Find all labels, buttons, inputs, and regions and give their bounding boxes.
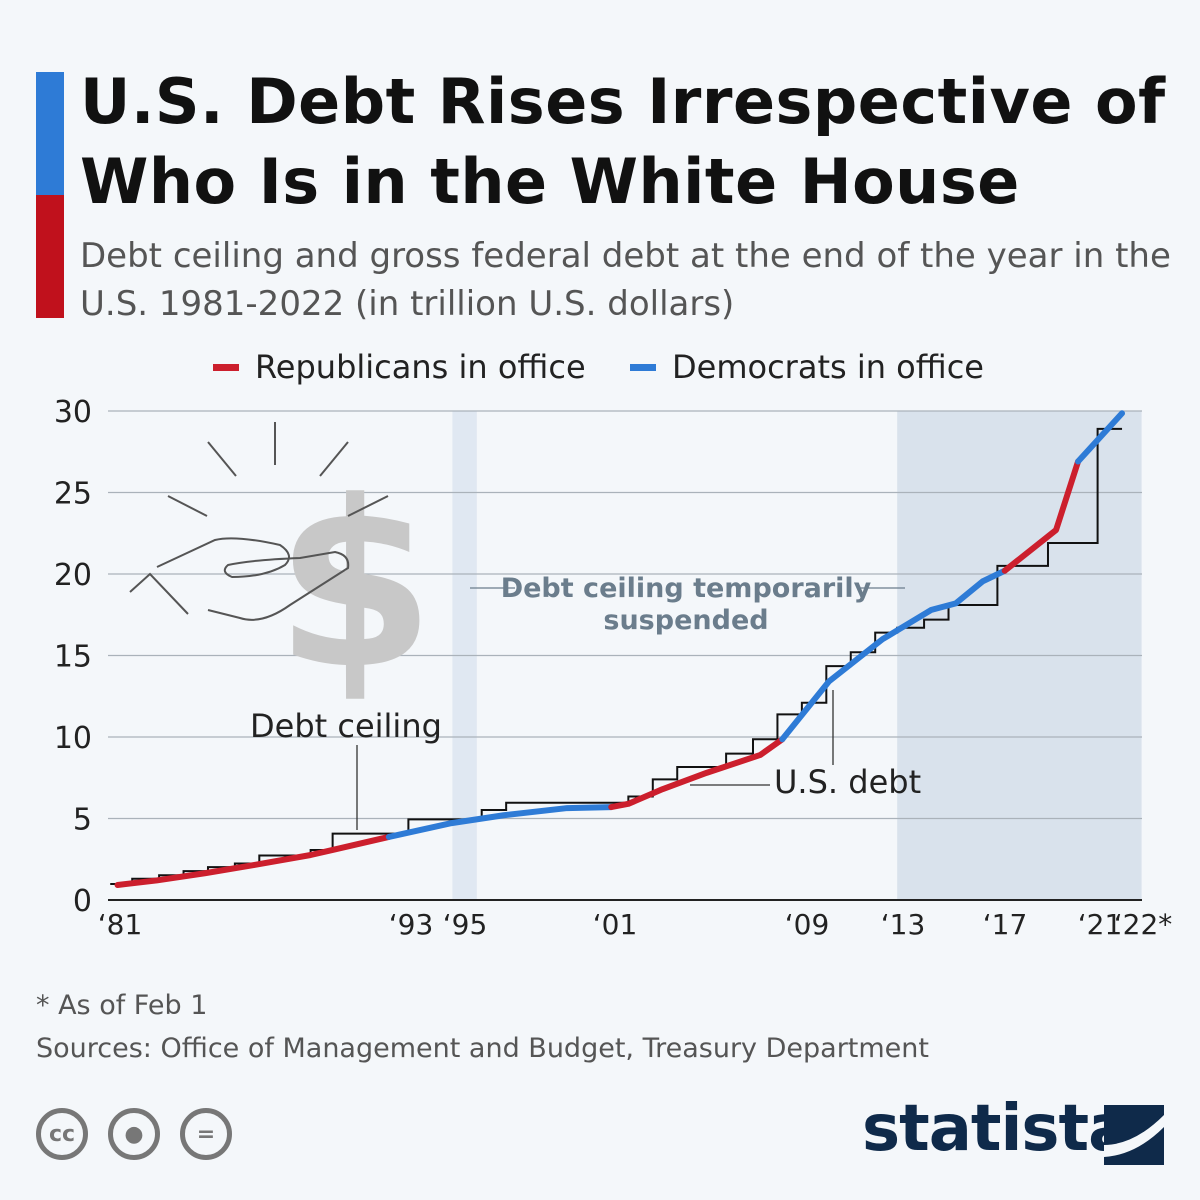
y-tick-label: 20 <box>54 558 92 593</box>
y-tick-label: 0 <box>73 884 92 919</box>
hand-dollar-icon: $ <box>129 422 435 720</box>
legend-swatch-blue <box>630 363 656 371</box>
accent-bar-blue <box>36 72 64 195</box>
us-debt-line-segment <box>779 567 1008 743</box>
us-debt-line-segment <box>385 804 615 840</box>
x-tick-label: ‘17 <box>983 908 1028 941</box>
x-tick-label: ‘13 <box>881 908 926 941</box>
x-tick-label: ‘95 <box>443 908 488 941</box>
x-tick-label: ‘93 <box>389 908 434 941</box>
logo-text: statista <box>862 1092 1131 1166</box>
legend-label: Republicans in office <box>255 348 586 386</box>
x-tick-label: ‘81 <box>98 908 143 941</box>
us-debt-line-segment <box>608 736 786 811</box>
chart-title: U.S. Debt Rises Irrespective of Who Is i… <box>80 65 1166 218</box>
x-tick-label: ‘22* <box>1114 908 1173 941</box>
suspended-label-line2: suspended <box>603 605 768 636</box>
legend-republicans: Republicans in office <box>213 348 586 386</box>
attribution-icon[interactable]: ● <box>108 1108 160 1160</box>
annotations <box>356 587 905 830</box>
debt-ceiling-label: Debt ceiling <box>250 707 442 745</box>
axes: 0 5 10 15 20 25 30 ‘81 ‘93 ‘95 ‘01 ‘09 ‘13 ‘17 ‘21‘22* <box>54 395 1172 941</box>
no-derivatives-icon[interactable]: = <box>180 1108 232 1160</box>
us-debt-series <box>114 410 1126 889</box>
us-debt-line-segment <box>1075 410 1126 465</box>
footnote: * As of Feb 1 <box>36 990 208 1021</box>
y-tick-label: 10 <box>54 721 92 756</box>
gridlines <box>108 410 1142 820</box>
suspended-label-line1: Debt ceiling temporarily <box>501 573 872 604</box>
y-tick-label: 30 <box>54 395 92 430</box>
us-debt-line-segment <box>114 833 392 889</box>
chart-subtitle: Debt ceiling and gross federal debt at t… <box>80 236 1171 324</box>
accent-bar-red <box>36 195 64 318</box>
statista-logo-icon <box>1104 1105 1164 1165</box>
x-tick-label: ‘09 <box>785 908 830 941</box>
x-tick-label: ‘01 <box>593 908 638 941</box>
y-tick-label: 25 <box>54 477 92 512</box>
us-debt-line-segment <box>1001 458 1082 574</box>
x-tick-label: ‘21 <box>1078 908 1123 941</box>
y-tick-label: 15 <box>54 640 92 675</box>
svg-text:$: $ <box>275 453 435 720</box>
legend-swatch-red <box>213 363 239 371</box>
legend-democrats: Democrats in office <box>630 348 984 386</box>
us-debt-label: U.S. debt <box>774 763 921 801</box>
y-tick-label: 5 <box>73 803 92 838</box>
statista-logo[interactable]: statista <box>862 1092 1131 1166</box>
legend-label: Democrats in office <box>672 348 984 386</box>
sources: Sources: Office of Management and Budget… <box>36 1033 929 1064</box>
creative-commons-icon[interactable]: cc <box>36 1108 88 1160</box>
